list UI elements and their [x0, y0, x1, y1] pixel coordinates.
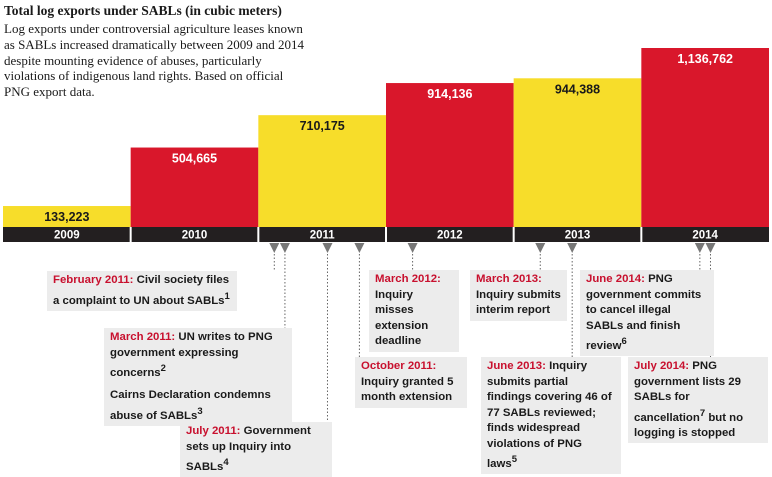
event-marker — [269, 243, 280, 253]
event-jun-2013: June 2013: Inquiry submits partial findi… — [481, 357, 621, 475]
event-jul-2014: July 2014: PNG government lists 29 SABLs… — [628, 357, 768, 444]
axis-divider — [640, 227, 643, 242]
event-marker — [407, 243, 418, 253]
axis-divider — [512, 227, 515, 242]
bar-2013 — [513, 78, 642, 227]
tick-label: 2009 — [54, 230, 80, 242]
event-oct-2011: October 2011: Inquiry granted 5 month ex… — [355, 357, 467, 408]
event-text: Civil society files a complaint to UN ab… — [53, 274, 230, 307]
event-date: June 2014: — [586, 273, 645, 285]
event-date: October 2011: — [361, 360, 437, 372]
data-label: 133,223 — [44, 210, 89, 224]
footnote-ref: 3 — [197, 405, 203, 417]
event-marker — [322, 243, 333, 253]
timeline-chart: 133,223 504,665 710,175 914,136 944,388 1,136… — [3, 48, 769, 422]
event-marker — [567, 243, 578, 253]
tick-label: 2012 — [437, 230, 463, 242]
event-mar-2013: March 2013: Inquiry submits interim repo… — [470, 270, 567, 321]
event-mar-2012: March 2012: Inquiry misses extension dea… — [369, 270, 459, 352]
event-marker — [694, 243, 705, 253]
event-jun-2014: June 2014: PNG government commits to can… — [580, 270, 714, 357]
chart-title: Total log exports under SABLs (in cubic … — [4, 3, 282, 18]
footnote-ref: 7 — [699, 407, 706, 419]
chart-subtitle: Log exports under controversial agricult… — [4, 21, 304, 100]
event-marker — [535, 243, 546, 253]
event-text: Inquiry submits partial findings coverin… — [487, 360, 612, 470]
event-mar-2011: March 2011: UN writes to PNG government … — [104, 328, 292, 427]
event-extra-text: Cairns Declaration condemns abuse of SAB… — [110, 389, 271, 422]
axis-divider — [257, 227, 260, 242]
data-label: 914,136 — [427, 87, 472, 101]
data-label: 504,665 — [172, 152, 217, 166]
data-label: 944,388 — [555, 82, 600, 96]
bar-2014 — [641, 48, 769, 227]
event-extra-text: but no logging is stopped — [634, 411, 744, 439]
event-text: Inquiry granted 5 month extension — [361, 375, 454, 404]
event-marker — [705, 243, 716, 253]
tick-label: 2010 — [182, 230, 208, 242]
event-text: PNG government lists 29 SABLs for cancel… — [634, 360, 741, 424]
axis-divider — [385, 227, 387, 242]
event-text: Inquiry submits interim report — [476, 288, 561, 317]
tick-label: 2013 — [565, 230, 591, 242]
footnote-ref: 2 — [160, 363, 166, 374]
event-marker — [279, 243, 290, 253]
event-date: February 2011: — [53, 274, 134, 286]
event-marker — [354, 243, 365, 253]
event-date: March 2011: — [110, 331, 176, 343]
event-date: July 2011: — [186, 425, 241, 437]
axis-divider — [129, 227, 132, 242]
event-feb-2011: February 2011: Civil society files a com… — [47, 271, 237, 311]
data-label: 710,175 — [300, 119, 345, 133]
bar-2012 — [386, 83, 514, 227]
tick-label: 2011 — [310, 230, 336, 242]
event-date: July 2014: — [634, 360, 690, 372]
footnote-ref: 5 — [511, 454, 517, 465]
event-jul-2011: July 2011: Government sets up Inquiry in… — [180, 422, 332, 477]
data-label: 1,136,762 — [677, 52, 733, 66]
bar-2011 — [258, 115, 386, 227]
footnote-ref: 4 — [223, 457, 229, 468]
footnote-ref: 1 — [224, 290, 230, 302]
event-date: June 2013: — [487, 360, 546, 372]
event-text: UN writes to PNG government expressing c… — [110, 331, 273, 379]
footnote-ref: 6 — [621, 336, 627, 347]
bar-2009 — [3, 206, 131, 227]
event-date: March 2012: — [375, 273, 441, 285]
event-text: PNG government commits to cancel illegal… — [586, 273, 702, 352]
event-text: Inquiry misses extension deadline — [375, 288, 429, 348]
tick-label: 2014 — [692, 230, 718, 242]
event-date: March 2013: — [476, 273, 542, 285]
bar-2010 — [130, 147, 259, 227]
